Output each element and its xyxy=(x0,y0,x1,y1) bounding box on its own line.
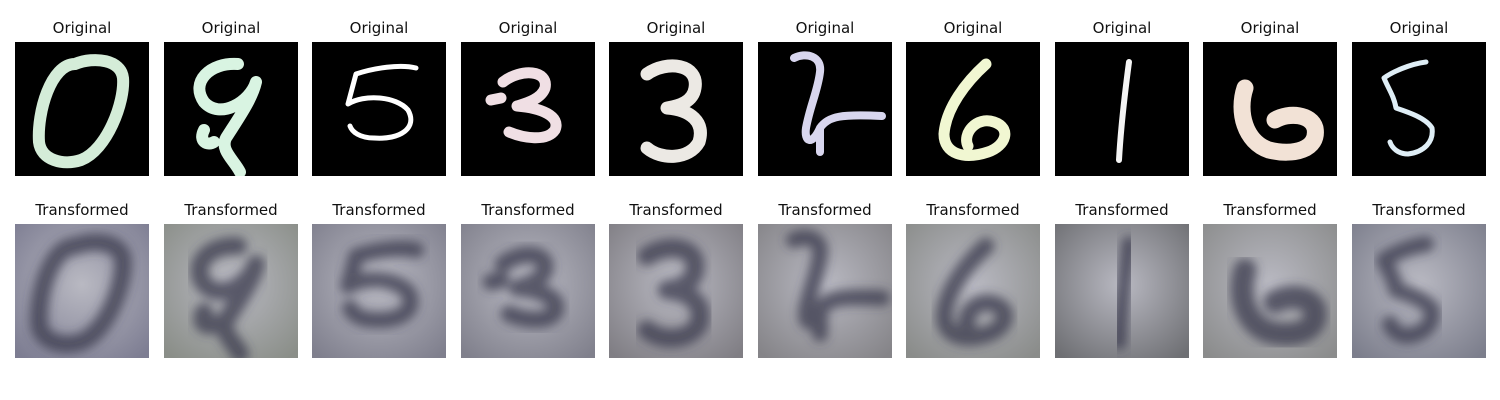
original-digit-image-3 xyxy=(461,42,595,176)
transformed-digit-image-3 xyxy=(461,224,595,358)
transformed-title-4: Transformed xyxy=(629,201,723,219)
transformed-title-0: Transformed xyxy=(35,201,129,219)
digit-stroke-6 xyxy=(938,58,1011,161)
original-title-0: Original xyxy=(52,19,112,37)
original-digit-image-2 xyxy=(312,42,446,176)
blurred-digit-stroke-9 xyxy=(190,236,265,358)
digit-stroke-5 xyxy=(1381,59,1435,157)
blurred-digit-stroke-3 xyxy=(482,246,565,329)
transformed-digit-image-2 xyxy=(312,224,446,358)
original-title-8: Original xyxy=(1240,19,1300,37)
original-title-2: Original xyxy=(349,19,409,37)
original-title-9: Original xyxy=(1389,19,1449,37)
original-digit-image-5 xyxy=(758,42,892,176)
digit-stroke-2 xyxy=(790,51,886,156)
digit-stroke-9 xyxy=(193,57,262,176)
original-digit-image-4 xyxy=(609,42,743,176)
blurred-digit-stroke-1 xyxy=(1111,236,1137,350)
transformed-title-5: Transformed xyxy=(778,201,872,219)
blurred-digit-stroke-2 xyxy=(786,229,890,342)
original-digit-image-0 xyxy=(15,42,149,176)
original-digit-image-9 xyxy=(1352,42,1486,176)
digit-stroke-0 xyxy=(32,54,130,169)
transformed-digit-image-0 xyxy=(15,224,149,358)
transformed-digit-image-4 xyxy=(609,224,743,358)
original-title-1: Original xyxy=(201,19,261,37)
blurred-digit-stroke-6 xyxy=(935,237,1014,346)
transformed-digit-image-9 xyxy=(1352,224,1486,358)
transformed-title-8: Transformed xyxy=(1223,201,1317,219)
blurred-digit-stroke-0 xyxy=(29,233,133,354)
original-digit-image-6 xyxy=(906,42,1040,176)
digit-stroke-1 xyxy=(1116,59,1132,163)
transformed-title-2: Transformed xyxy=(332,201,426,219)
transformed-digit-image-7 xyxy=(1055,224,1189,358)
transformed-title-3: Transformed xyxy=(481,201,575,219)
transformed-digit-image-6 xyxy=(906,224,1040,358)
blurred-digit-stroke-5 xyxy=(1376,236,1441,344)
digit-stroke-3 xyxy=(640,59,707,163)
original-title-6: Original xyxy=(943,19,1003,37)
digit-stroke-6 xyxy=(1233,79,1324,161)
transformed-title-6: Transformed xyxy=(926,201,1020,219)
blurred-digit-stroke-6 xyxy=(1230,258,1327,346)
digit-stroke-5 xyxy=(345,63,419,141)
original-title-7: Original xyxy=(1092,19,1152,37)
blurred-digit-stroke-3 xyxy=(637,238,710,348)
digit-stroke-3 xyxy=(485,67,562,144)
transformed-digit-image-5 xyxy=(758,224,892,358)
transformed-title-7: Transformed xyxy=(1075,201,1169,219)
original-title-3: Original xyxy=(498,19,558,37)
transformed-digit-image-8 xyxy=(1203,224,1337,358)
transformed-digit-image-1 xyxy=(164,224,298,358)
blurred-digit-stroke-5 xyxy=(340,240,424,329)
original-digit-image-7 xyxy=(1055,42,1189,176)
original-title-4: Original xyxy=(646,19,706,37)
transformed-title-9: Transformed xyxy=(1372,201,1466,219)
original-digit-image-1 xyxy=(164,42,298,176)
original-title-5: Original xyxy=(795,19,855,37)
transformed-title-1: Transformed xyxy=(184,201,278,219)
original-digit-image-8 xyxy=(1203,42,1337,176)
